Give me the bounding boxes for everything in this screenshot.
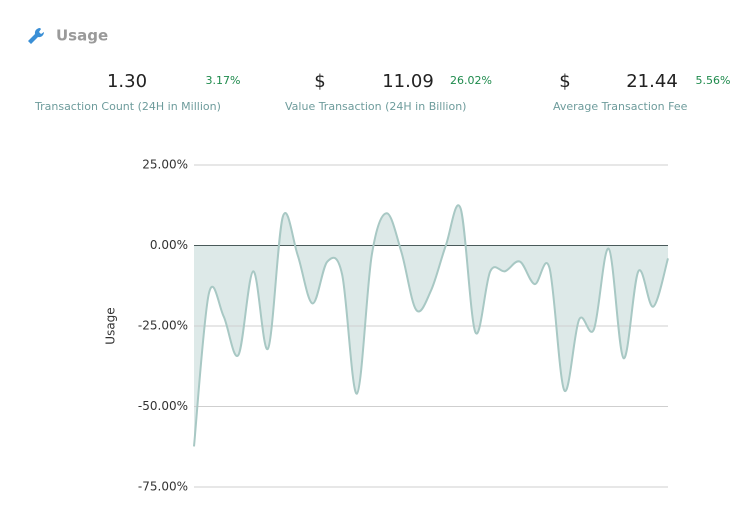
y-tick-label: -75.00% [138,480,188,494]
y-axis-label: Usage [104,307,118,344]
stat-label: Value Transaction (24H in Billion) [285,100,466,113]
y-tick-label: 0.00% [150,238,188,252]
stat-value: 11.09 [382,71,434,92]
y-tick-label: 25.00% [142,158,188,172]
stat-currency: $ [559,71,570,92]
stat-value: 21.44 [626,71,678,92]
stat-change: 3.17% [206,74,241,87]
widget-title: Usage [56,27,108,45]
wrench-icon [28,27,45,44]
y-tick-label: -50.00% [138,399,188,413]
stat-value: 1.30 [107,71,147,92]
stat-currency: $ [314,71,325,92]
stat-label: Average Transaction Fee [553,100,688,113]
y-tick-label: -25.00% [138,319,188,333]
stat-change: 26.02% [450,74,492,87]
stat-change: 5.56% [696,74,731,87]
stat-label: Transaction Count (24H in Million) [34,100,221,113]
area-line [193,204,669,447]
